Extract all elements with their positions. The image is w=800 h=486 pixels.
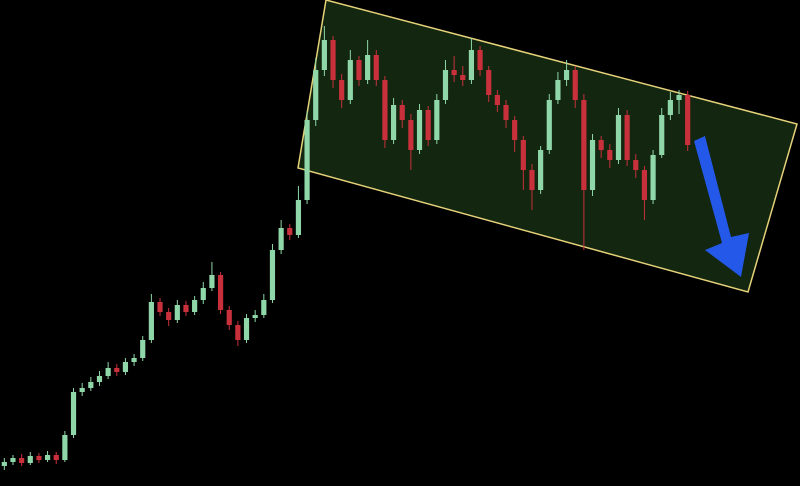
candle-body <box>166 312 172 320</box>
candle-body <box>641 170 648 200</box>
candle-body <box>27 456 33 463</box>
candle-body <box>269 250 276 300</box>
candle-body <box>356 60 362 80</box>
candle-body <box>555 80 561 100</box>
candle-body <box>408 120 414 150</box>
candle-body <box>313 70 319 120</box>
candle-body <box>633 160 639 170</box>
candle-body <box>486 70 492 95</box>
candle-body <box>88 382 94 388</box>
candle-body <box>140 340 146 358</box>
candle-body <box>278 228 284 250</box>
candle-body <box>157 302 163 312</box>
candle-body <box>44 455 51 460</box>
candle-body <box>468 50 475 80</box>
candle-body <box>546 100 552 150</box>
candle-body <box>416 110 423 150</box>
candle-body <box>347 60 353 100</box>
candle-body <box>529 170 535 190</box>
candle-body <box>330 40 336 80</box>
candle-body <box>148 302 154 340</box>
candle-body <box>512 120 518 140</box>
candle-body <box>174 305 180 320</box>
candle-body <box>598 140 604 150</box>
candle-body <box>685 95 691 145</box>
candle-body <box>10 458 16 462</box>
candle-body <box>382 80 388 140</box>
candle-body <box>261 300 267 315</box>
candle-body <box>624 115 630 160</box>
candle-body <box>1 462 7 466</box>
candle-body <box>79 388 85 392</box>
candle-body <box>19 458 25 463</box>
candle-body <box>287 228 293 235</box>
candle-body <box>53 455 59 460</box>
candle-body <box>200 288 206 300</box>
candle-body <box>192 300 198 312</box>
candle-body <box>659 115 665 155</box>
candle-body <box>321 40 327 70</box>
candle-body <box>295 200 302 235</box>
candle-body <box>36 456 42 460</box>
candle-body <box>563 70 570 80</box>
candle-body <box>460 75 466 80</box>
candle-body <box>589 140 596 190</box>
candle-body <box>494 95 500 105</box>
candle-body <box>607 150 613 160</box>
candle-body <box>615 115 622 160</box>
down-arrow <box>694 136 749 277</box>
candle-body <box>339 80 345 100</box>
candle-body <box>365 55 371 80</box>
candle-body <box>425 110 431 140</box>
candle-body <box>62 435 68 460</box>
candle-body <box>183 305 189 312</box>
candle-body <box>451 70 457 75</box>
candles <box>1 26 691 470</box>
candle-body <box>209 275 215 288</box>
candle-body <box>572 70 578 100</box>
candle-body <box>96 376 103 382</box>
candle-body <box>650 155 656 200</box>
candle-body <box>434 100 440 140</box>
candle-body <box>477 50 483 70</box>
candle-body <box>217 275 224 310</box>
candle-body <box>373 55 379 80</box>
candle-body <box>122 362 129 372</box>
candle-body <box>676 95 682 100</box>
candle-body <box>538 150 544 190</box>
candle-body <box>105 368 111 376</box>
candle-body <box>243 318 250 340</box>
candle-body <box>70 392 77 435</box>
candle-body <box>235 325 241 340</box>
candle-body <box>581 100 587 190</box>
candle-body <box>520 140 526 170</box>
candle-body <box>131 358 137 362</box>
candle-body <box>390 105 397 140</box>
candle-body <box>503 105 509 120</box>
candle-body <box>304 120 310 200</box>
candle-body <box>667 100 673 115</box>
candle-body <box>252 315 258 318</box>
candle-body <box>399 105 405 120</box>
candle-body <box>226 310 232 325</box>
candle-body <box>114 368 120 372</box>
candle-body <box>442 70 449 100</box>
